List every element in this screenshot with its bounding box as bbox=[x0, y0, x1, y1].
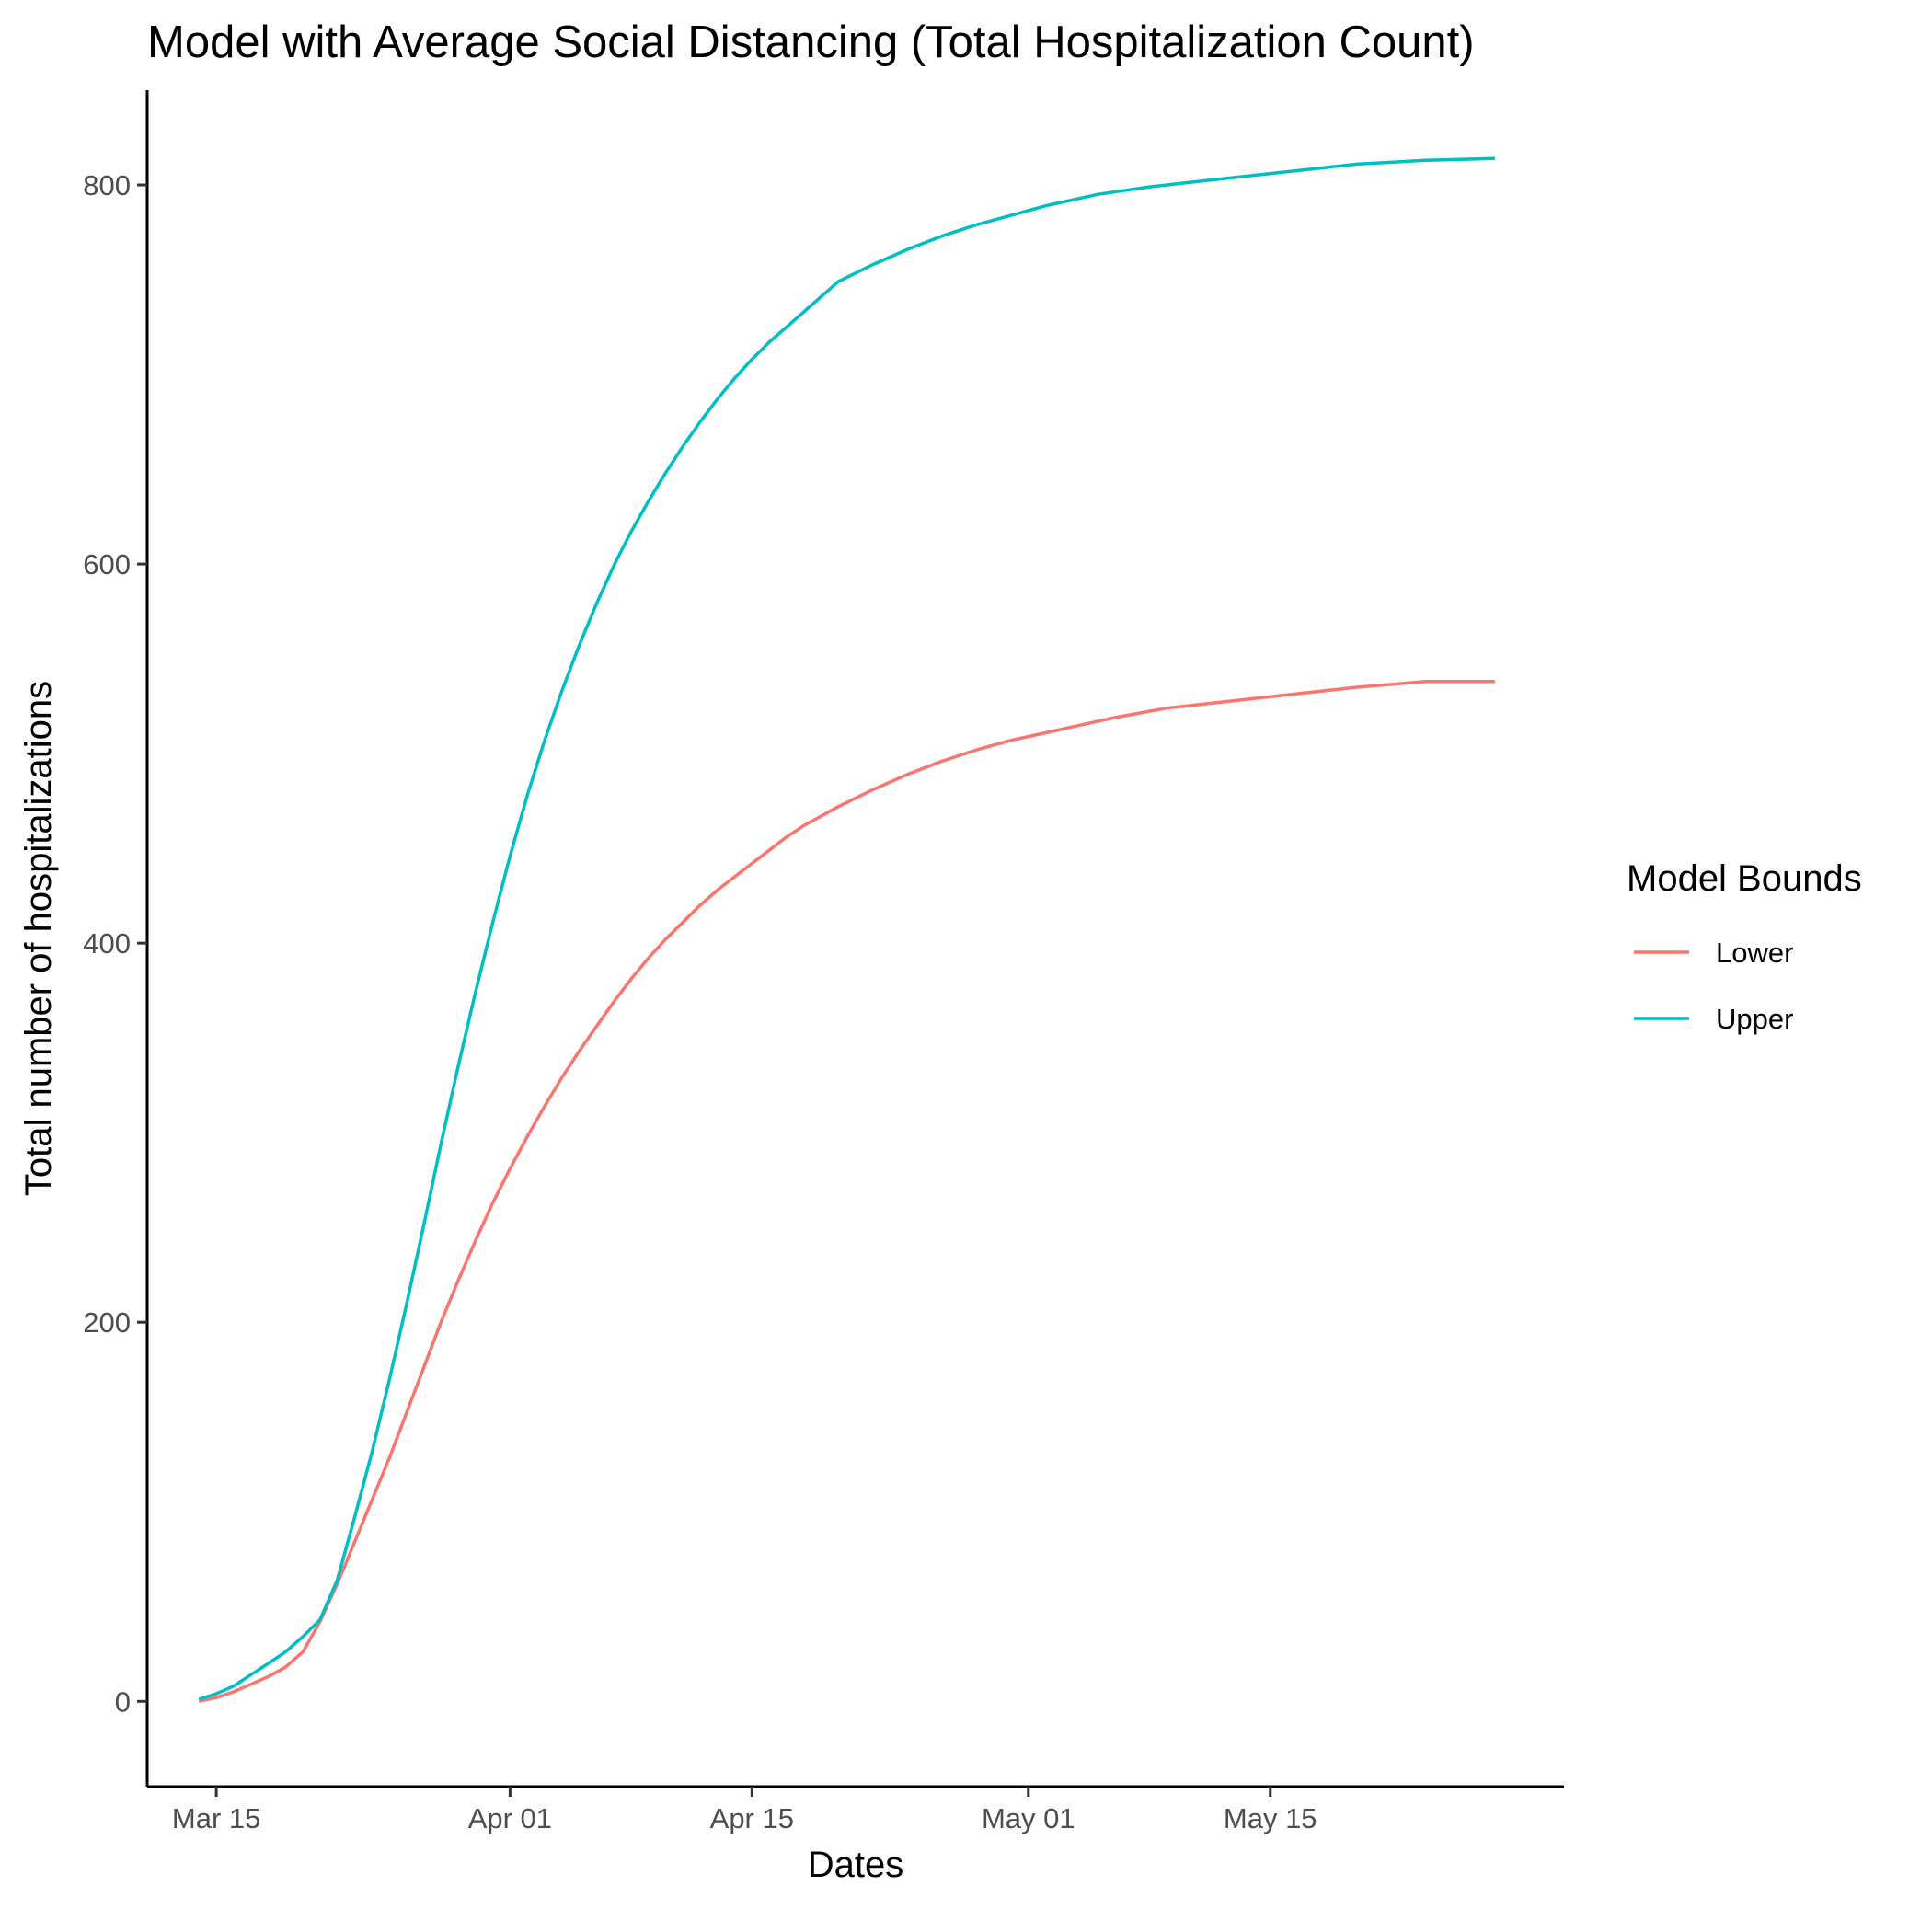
plot-area bbox=[198, 156, 1495, 1704]
y-tick-label: 0 bbox=[115, 1685, 131, 1718]
chart-title: Model with Average Social Distancing (To… bbox=[147, 17, 1475, 67]
x-tick-label: Apr 15 bbox=[710, 1802, 794, 1834]
y-axis-ticks: 0 200 400 600 800 bbox=[83, 169, 147, 1718]
y-tick-label: 200 bbox=[83, 1306, 131, 1339]
series-line-upper bbox=[198, 156, 1495, 1701]
x-tick-label: Apr 01 bbox=[468, 1802, 552, 1834]
y-axis-title: Total number of hospitalizations bbox=[18, 681, 59, 1196]
x-tick-label: May 01 bbox=[982, 1802, 1075, 1834]
y-tick-label: 600 bbox=[83, 548, 131, 581]
legend-title: Model Bounds bbox=[1627, 858, 1862, 899]
series-line-lower bbox=[198, 680, 1495, 1704]
legend-items: Lower Upper bbox=[1634, 937, 1793, 1035]
x-axis-ticks: Mar 15 Apr 01 Apr 15 May 01 May 15 bbox=[172, 1787, 1317, 1834]
legend: Model Bounds Lower Upper bbox=[1627, 858, 1862, 1035]
y-tick-label: 400 bbox=[83, 927, 131, 960]
x-tick-label: Mar 15 bbox=[172, 1802, 260, 1834]
legend-label-upper: Upper bbox=[1716, 1003, 1793, 1035]
y-tick-label: 800 bbox=[83, 169, 131, 201]
legend-label-lower: Lower bbox=[1716, 937, 1793, 969]
x-tick-label: May 15 bbox=[1224, 1802, 1317, 1834]
x-axis-title: Dates bbox=[808, 1845, 904, 1885]
